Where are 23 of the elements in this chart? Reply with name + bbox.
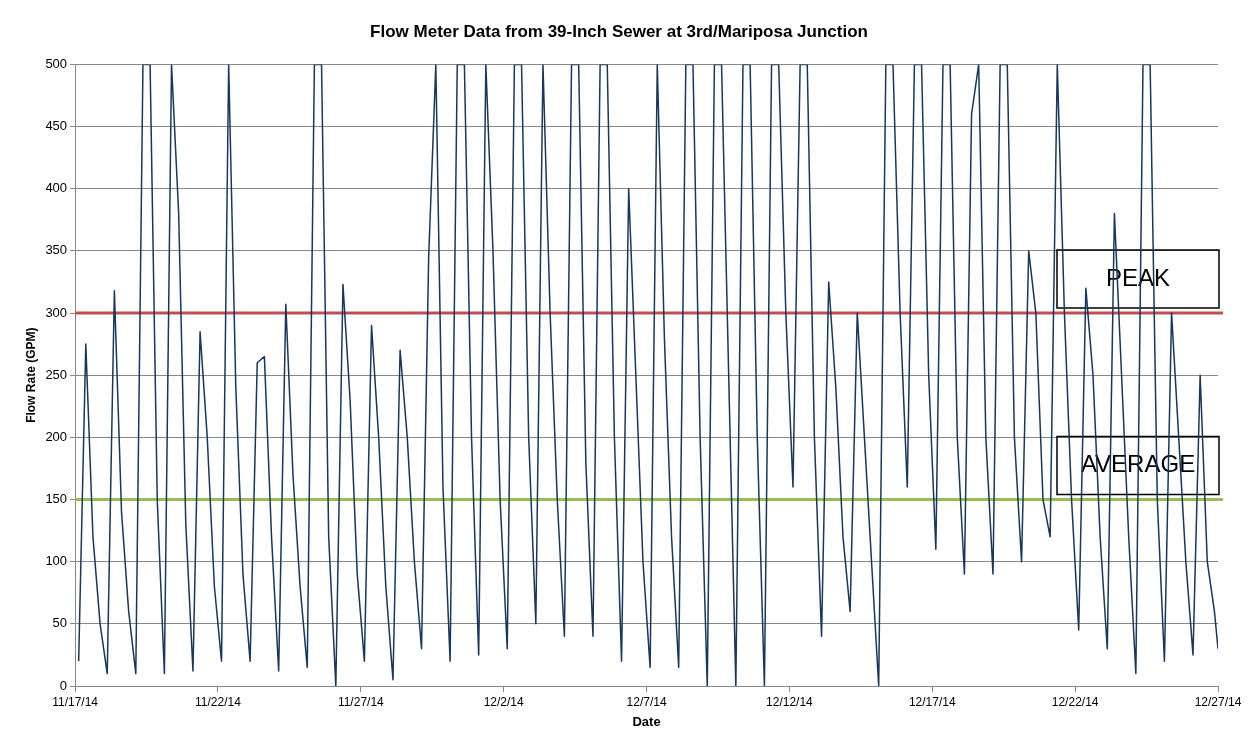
x-tick-label: 12/17/14 <box>908 694 956 709</box>
y-tick-label: 200 <box>45 428 68 444</box>
x-tick-label: 11/22/14 <box>195 694 242 709</box>
x-tick-label: 12/2/14 <box>483 694 525 709</box>
x-axis-title: Date <box>632 713 661 729</box>
y-axis-title: Flow Rate (GPM) <box>23 327 38 423</box>
y-tick-label: 400 <box>45 180 68 196</box>
y-tick-label: 350 <box>45 242 68 258</box>
x-tick-label: 12/7/14 <box>626 694 667 709</box>
y-tick-label: 0 <box>59 677 68 693</box>
x-tick-label: 12/12/14 <box>766 694 814 709</box>
y-tick-label: 100 <box>45 553 68 569</box>
y-tick-label: 500 <box>45 55 68 71</box>
y-tick-label: 250 <box>45 366 68 382</box>
y-tick-label: 50 <box>52 615 68 631</box>
chart-title: Flow Meter Data from 39-Inch Sewer at 3rd/Mariposa Junction <box>370 21 868 41</box>
y-tick-label: 300 <box>45 304 68 320</box>
y-tick-label: 450 <box>45 118 68 134</box>
x-tick-label: 11/17/14 <box>52 694 99 709</box>
x-tick-label: 12/22/14 <box>1051 694 1099 709</box>
x-tick-label: 12/27/14 <box>1194 694 1242 709</box>
x-tick-label: 11/27/14 <box>337 694 385 709</box>
y-tick-label: 150 <box>45 491 68 507</box>
